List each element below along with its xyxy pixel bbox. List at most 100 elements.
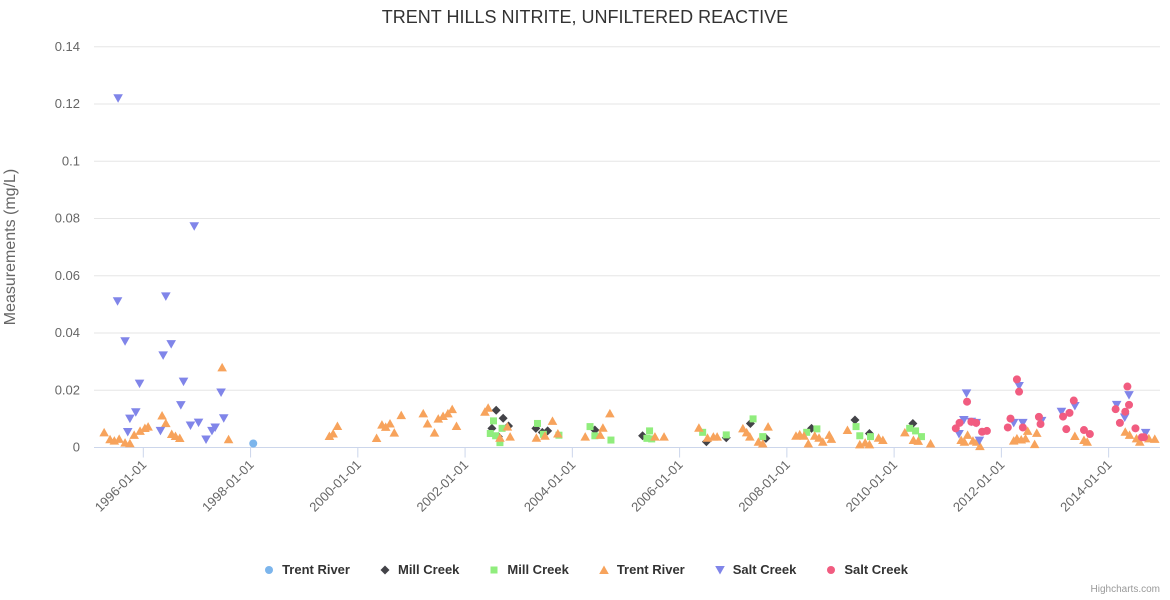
scatter-point-series-3[interactable]	[125, 438, 135, 448]
scatter-point-series-5[interactable]	[963, 397, 972, 406]
scatter-point-series-3[interactable]	[483, 403, 493, 412]
scatter-point-series-4[interactable]	[120, 337, 130, 346]
scatter-point-series-3[interactable]	[959, 437, 970, 446]
scatter-point-series-4[interactable]	[216, 388, 226, 398]
scatter-point-series-3[interactable]	[328, 428, 338, 438]
scatter-point-series-3[interactable]	[396, 410, 407, 420]
legend-item-0[interactable]: Trent River	[262, 562, 350, 577]
scatter-point-series-3[interactable]	[694, 423, 704, 432]
scatter-point-series-2[interactable]	[722, 431, 730, 439]
scatter-point-series-3[interactable]	[712, 432, 722, 441]
scatter-point-series-3[interactable]	[418, 408, 429, 418]
scatter-point-series-5[interactable]	[1111, 405, 1120, 414]
scatter-point-series-4[interactable]	[122, 428, 133, 437]
scatter-point-series-4[interactable]	[1056, 407, 1067, 417]
scatter-point-series-4[interactable]	[134, 379, 145, 389]
scatter-point-series-3[interactable]	[1022, 426, 1033, 435]
scatter-point-series-2[interactable]	[533, 419, 541, 427]
scatter-point-series-3[interactable]	[814, 433, 824, 442]
legend-item-5[interactable]: Salt Creek	[824, 562, 908, 577]
scatter-point-series-3[interactable]	[763, 422, 773, 431]
scatter-point-series-0[interactable]	[249, 439, 258, 448]
scatter-point-series-5[interactable]	[1069, 396, 1078, 405]
scatter-point-series-5[interactable]	[1015, 387, 1024, 396]
scatter-point-series-3[interactable]	[429, 428, 440, 437]
scatter-point-series-5[interactable]	[1062, 425, 1071, 434]
scatter-point-series-3[interactable]	[531, 433, 542, 442]
scatter-point-series-3[interactable]	[157, 410, 167, 420]
scatter-point-series-3[interactable]	[438, 411, 448, 421]
scatter-point-series-3[interactable]	[143, 422, 153, 431]
scatter-point-series-1[interactable]	[491, 405, 501, 415]
scatter-point-series-3[interactable]	[495, 433, 505, 442]
scatter-point-series-3[interactable]	[99, 427, 109, 437]
scatter-point-series-2[interactable]	[643, 434, 651, 442]
scatter-point-series-4[interactable]	[961, 389, 972, 398]
scatter-point-series-4[interactable]	[189, 222, 200, 231]
scatter-point-series-3[interactable]	[217, 362, 227, 372]
scatter-point-series-3[interactable]	[385, 418, 395, 428]
scatter-point-series-5[interactable]	[1018, 423, 1027, 432]
scatter-point-series-3[interactable]	[900, 427, 910, 437]
scatter-point-series-3[interactable]	[129, 430, 139, 439]
scatter-point-series-4[interactable]	[1111, 400, 1122, 410]
scatter-point-series-3[interactable]	[1070, 431, 1080, 441]
scatter-point-series-2[interactable]	[813, 425, 821, 433]
scatter-point-series-5[interactable]	[1036, 420, 1045, 429]
scatter-point-series-4[interactable]	[1018, 418, 1028, 428]
scatter-point-series-3[interactable]	[451, 421, 462, 431]
scatter-point-series-3[interactable]	[371, 433, 382, 443]
scatter-point-series-2[interactable]	[646, 427, 654, 435]
scatter-point-series-5[interactable]	[1059, 412, 1068, 421]
scatter-point-series-3[interactable]	[1149, 434, 1160, 443]
scatter-point-series-2[interactable]	[759, 433, 767, 441]
scatter-point-series-3[interactable]	[443, 408, 453, 418]
legend-item-1[interactable]: Mill Creek	[378, 562, 459, 577]
scatter-point-series-3[interactable]	[580, 432, 591, 441]
scatter-point-series-3[interactable]	[547, 416, 558, 425]
scatter-point-series-4[interactable]	[161, 292, 171, 301]
scatter-point-series-3[interactable]	[505, 432, 515, 441]
scatter-point-series-3[interactable]	[1029, 439, 1040, 449]
scatter-point-series-5[interactable]	[1065, 408, 1074, 417]
scatter-point-series-3[interactable]	[738, 423, 748, 433]
scatter-point-series-2[interactable]	[852, 423, 860, 431]
scatter-point-series-2[interactable]	[803, 428, 811, 436]
scatter-point-series-4[interactable]	[125, 414, 135, 424]
scatter-point-series-3[interactable]	[878, 435, 888, 445]
scatter-point-series-3[interactable]	[1120, 427, 1131, 436]
scatter-point-series-3[interactable]	[757, 438, 768, 448]
scatter-point-series-4[interactable]	[185, 421, 196, 430]
scatter-point-series-3[interactable]	[553, 428, 563, 438]
scatter-point-series-3[interactable]	[540, 431, 550, 440]
scatter-point-series-4[interactable]	[176, 401, 186, 410]
scatter-point-series-5[interactable]	[1140, 433, 1149, 442]
scatter-point-series-2[interactable]	[492, 432, 500, 440]
scatter-point-series-4[interactable]	[201, 435, 211, 444]
scatter-point-series-4[interactable]	[166, 340, 176, 349]
scatter-point-series-5[interactable]	[982, 426, 991, 435]
scatter-point-series-4[interactable]	[112, 297, 123, 306]
scatter-point-series-4[interactable]	[959, 416, 969, 425]
scatter-point-series-3[interactable]	[389, 428, 400, 437]
scatter-point-series-3[interactable]	[803, 438, 814, 448]
scatter-point-series-3[interactable]	[650, 432, 660, 441]
scatter-point-series-4[interactable]	[1140, 428, 1151, 438]
scatter-point-series-3[interactable]	[826, 434, 837, 443]
scatter-point-series-5[interactable]	[1006, 414, 1015, 423]
scatter-point-series-3[interactable]	[864, 439, 875, 449]
scatter-point-series-3[interactable]	[962, 430, 973, 439]
scatter-point-series-5[interactable]	[1079, 426, 1088, 435]
scatter-point-series-4[interactable]	[193, 418, 204, 428]
scatter-point-series-4[interactable]	[974, 436, 985, 446]
scatter-point-series-2[interactable]	[699, 428, 707, 436]
scatter-point-series-2[interactable]	[856, 432, 864, 440]
scatter-point-series-5[interactable]	[1085, 430, 1094, 439]
scatter-point-series-3[interactable]	[925, 438, 936, 448]
scatter-point-series-4[interactable]	[1014, 381, 1024, 391]
legend-item-3[interactable]: Trent River	[597, 562, 685, 577]
scatter-point-series-2[interactable]	[607, 436, 615, 444]
scatter-point-series-4[interactable]	[158, 351, 168, 360]
scatter-point-series-3[interactable]	[745, 432, 755, 441]
scatter-point-series-5[interactable]	[1131, 424, 1140, 433]
